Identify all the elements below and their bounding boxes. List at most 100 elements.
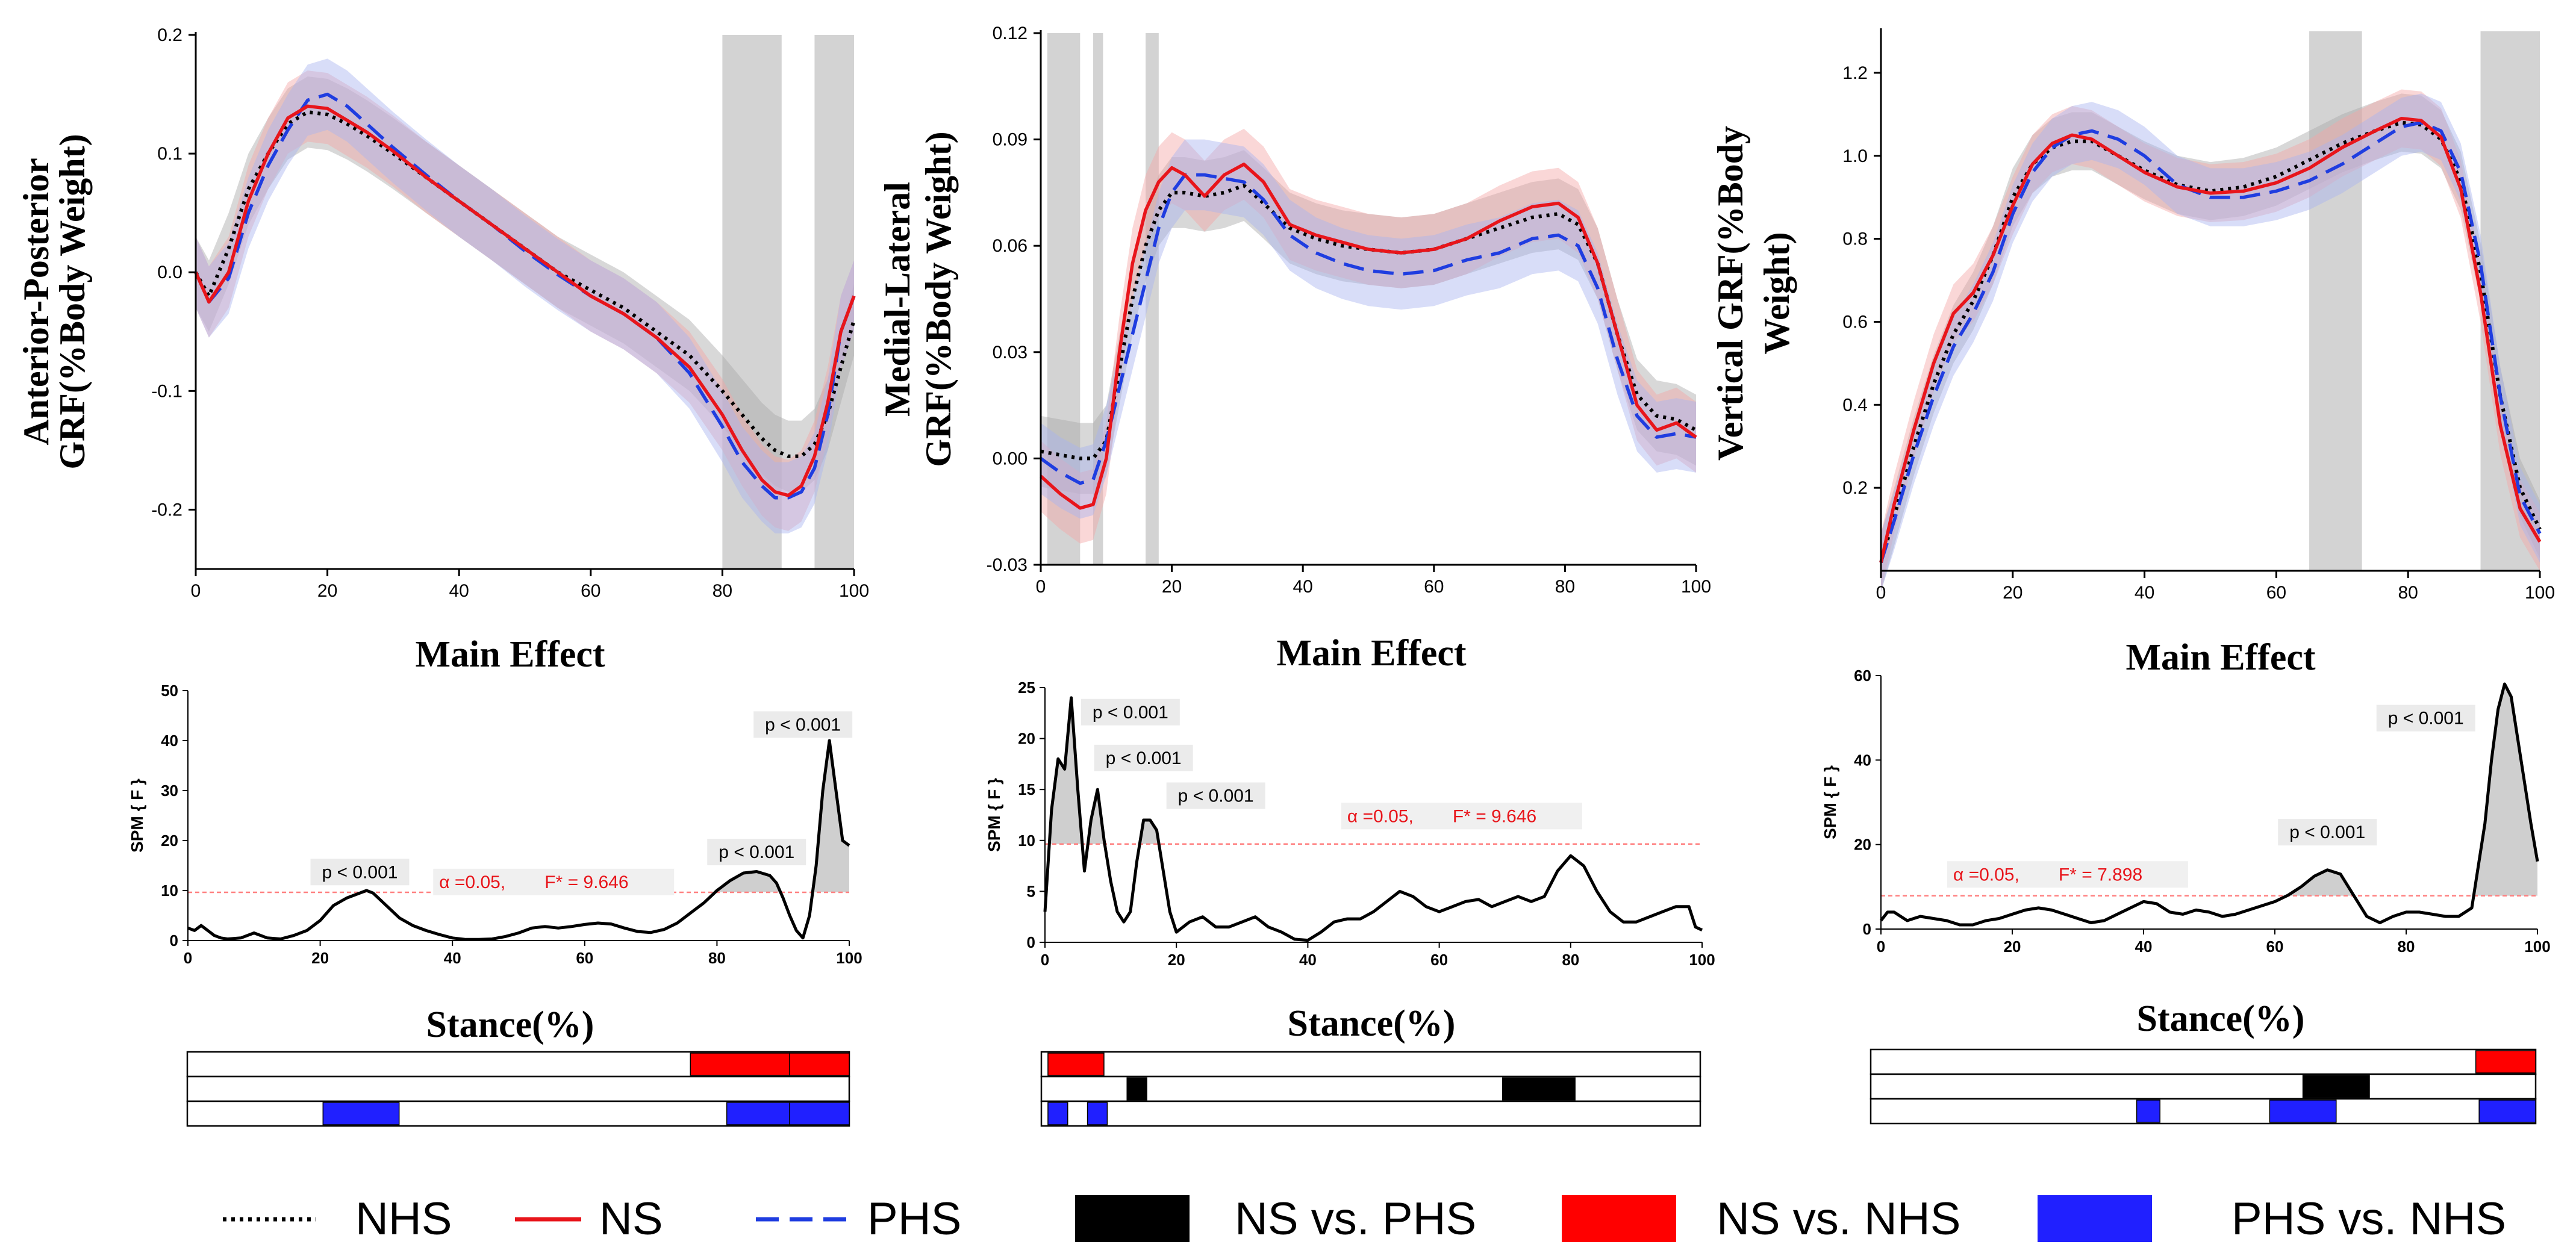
spm-x-tick-label: 20 [311, 949, 329, 967]
spm-curve [1043, 696, 1703, 942]
spm-supra-threshold [2474, 684, 2537, 896]
comparison-segment [789, 1052, 850, 1076]
p-value-label: p < 0.001 [1178, 786, 1254, 806]
comparison-segment [789, 1102, 850, 1125]
x-tick-label: 20 [2003, 583, 2022, 603]
legend-nhs-label: NHS [355, 1193, 452, 1245]
spm-y-tick-label: 15 [1018, 780, 1035, 798]
y-tick-label: 0.09 [993, 130, 1028, 150]
spm-title: Main Effect [415, 634, 605, 675]
line-ns [1040, 163, 1697, 510]
alpha-label: α =0.05, [1953, 865, 2019, 884]
p-value-label: p < 0.001 [2388, 709, 2464, 729]
y-tick-label: 0.03 [993, 343, 1028, 362]
spm-y-tick-label: 60 [1854, 667, 1871, 685]
spm-x-tick-label: 0 [184, 949, 192, 967]
spm-supra-threshold [1049, 697, 1082, 844]
legend-ns-label: NS [599, 1193, 663, 1245]
x-tick-label: 60 [2266, 583, 2286, 603]
comparison-row [186, 1075, 850, 1102]
comparison-row [1870, 1073, 2537, 1100]
spm-y-tick-label: 30 [161, 782, 178, 800]
band-phs [1881, 93, 2540, 592]
y-tick-label: 0.8 [1842, 229, 1868, 249]
x-tick-label: 0 [191, 581, 201, 601]
y-tick-label: 0.0 [157, 263, 182, 282]
comparison-row [1870, 1048, 2537, 1075]
sig-region [722, 35, 782, 569]
x-tick-label: 40 [449, 581, 469, 601]
spm-y-axis-label: SPM { F } [128, 779, 146, 853]
spm-x-tick-label: 20 [2004, 937, 2021, 956]
spm-x-tick-label: 100 [2524, 937, 2550, 956]
spm-x-tick-label: 100 [836, 949, 862, 967]
p-value-label: p < 0.001 [2289, 822, 2365, 842]
spm-x-tick-label: 20 [1168, 951, 1185, 969]
x-tick-label: 60 [581, 581, 600, 601]
legend-ns-vs-phs-swatch [1075, 1195, 1190, 1242]
spm-y-tick-label: 0 [170, 931, 178, 950]
band-nhs [196, 76, 854, 492]
sig-region [1047, 33, 1081, 565]
x-tick-label: 20 [1162, 577, 1182, 597]
sig-region [2480, 31, 2540, 571]
y-tick-label: 0.6 [1842, 312, 1868, 332]
spm-title: Main Effect [2125, 637, 2315, 678]
band-ns [1881, 89, 2540, 592]
spm-y-tick-label: 20 [161, 832, 178, 850]
spm-y-tick-label: 40 [161, 732, 178, 750]
band-ns [1041, 128, 1696, 544]
spm-x-tick-label: 0 [1041, 951, 1049, 969]
threshold-label-bg [1947, 861, 2188, 888]
comparison-segment [726, 1102, 790, 1125]
spm-y-axis-label: SPM { F } [985, 778, 1003, 852]
x-tick-label: 80 [713, 581, 732, 601]
spm-x-tick-label: 60 [2266, 937, 2284, 956]
threshold-label-bg [1341, 803, 1582, 830]
comparison-segment [1502, 1077, 1576, 1101]
y-tick-label: 0.00 [993, 449, 1028, 468]
p-value-label-bg [753, 711, 853, 738]
spm-supra-threshold [1140, 820, 1159, 844]
spm-y-tick-label: 5 [1027, 882, 1035, 900]
comparison-segment [2302, 1075, 2370, 1098]
fstar-label: F* = 7.898 [2059, 865, 2142, 884]
p-value-label-bg [2376, 704, 2475, 732]
line-nhs [194, 110, 856, 458]
comparison-segment [690, 1052, 790, 1076]
legend-phs-label: PHS [867, 1193, 961, 1245]
p-value-label-bg [310, 859, 410, 886]
spm-x-tick-label: 40 [444, 949, 461, 967]
x-tick-label: 20 [317, 581, 337, 601]
comparison-segment [1047, 1102, 1068, 1125]
spm-y-tick-label: 50 [161, 682, 178, 700]
spm-y-axis-label: SPM { F } [1821, 765, 1839, 839]
x-tick-label: 0 [1876, 583, 1886, 603]
fstar-label: F* = 9.646 [1453, 806, 1536, 826]
y-axis-label-line1: Anterior-Posterior [16, 158, 56, 446]
panel-v: 0 20 40 60 80 100 0.2 0.4 0.6 0.8 1.0 1.2 Vertical G… [1711, 28, 2555, 1125]
band-phs [196, 58, 854, 533]
line-phs [194, 92, 856, 500]
spm-supra-threshold [2287, 869, 2354, 896]
panel-ml: 0 20 40 60 80 100-0.030.000.030.060.090.12Med… [878, 23, 1715, 1127]
spm-y-tick-label: 25 [1018, 679, 1035, 697]
spm-curve [1880, 682, 2539, 927]
comparison-segment [2475, 1050, 2536, 1074]
comparison-segment [2136, 1099, 2160, 1123]
spm-y-tick-label: 20 [1018, 730, 1035, 748]
comparison-segment [2478, 1099, 2536, 1123]
legend-ns-vs-nhs-label: NS vs. NHS [1717, 1193, 1960, 1245]
p-value-label: p < 0.001 [719, 842, 794, 862]
spm-y-tick-label: 0 [1027, 933, 1035, 951]
spm-y-tick-label: 20 [1854, 836, 1871, 854]
y-tick-label: 0.2 [1842, 478, 1868, 498]
spm-curve [187, 739, 850, 941]
legend-ns-vs-nhs-swatch [1562, 1195, 1676, 1242]
p-value-label: p < 0.001 [322, 862, 398, 882]
y-tick-label: 1.2 [1842, 63, 1868, 83]
x-axis-label: Stance(%) [426, 1004, 594, 1045]
line-ns [194, 104, 856, 497]
p-value-label-bg [1081, 698, 1180, 726]
